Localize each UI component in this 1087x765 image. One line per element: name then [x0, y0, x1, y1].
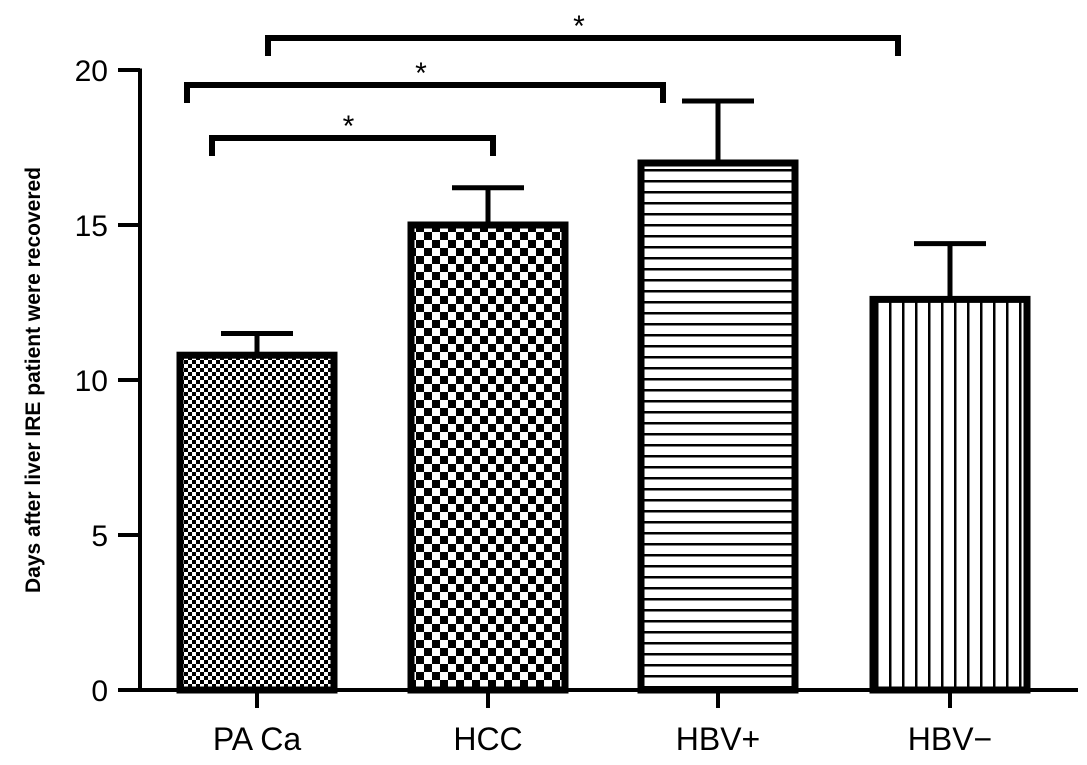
significance-star: *	[343, 110, 355, 143]
bar-hbv	[869, 295, 1031, 694]
bar-hcc	[407, 221, 569, 694]
y-tick-label: 15	[75, 210, 108, 243]
bar-hbv	[637, 159, 799, 694]
y-tick-label: 0	[91, 675, 108, 708]
significance-bracket	[184, 82, 666, 103]
bars	[176, 98, 1031, 694]
significance-bracket	[265, 35, 901, 56]
axes: 0 5 10 15 20 PA Ca HCC HBV+ HBV−	[75, 55, 1078, 757]
significance-star: *	[415, 57, 427, 90]
x-category-label: HBV+	[676, 721, 760, 757]
significance-bracket	[209, 135, 496, 156]
y-tick-label: 10	[75, 365, 108, 398]
significance-brackets: * * *	[184, 10, 901, 156]
y-tick-label: 20	[75, 55, 108, 88]
x-category-label: HCC	[453, 721, 522, 757]
bar-pa-ca	[176, 351, 338, 694]
x-category-label: HBV−	[908, 721, 992, 757]
x-category-label: PA Ca	[213, 721, 302, 757]
y-axis-title: Days after liver IRE patient were recove…	[22, 167, 45, 593]
significance-star: *	[573, 10, 585, 43]
y-tick-label: 5	[91, 520, 108, 553]
